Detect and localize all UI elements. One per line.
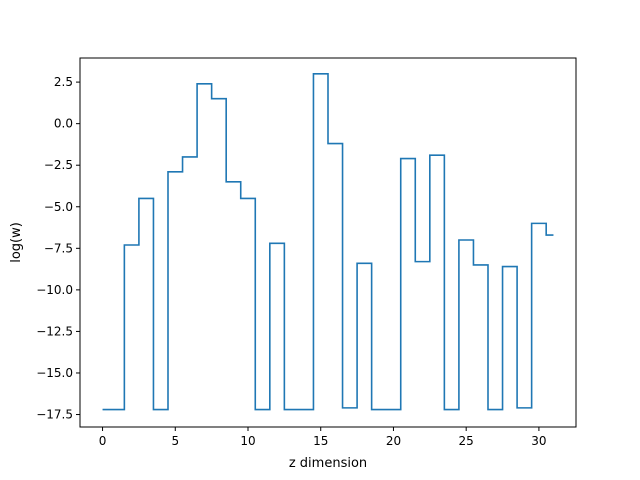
axes-frame [79, 57, 577, 428]
series-line-0 [102, 72, 554, 411]
x-tick-label: 20 [386, 434, 401, 448]
x-axis-label: z dimension [289, 456, 367, 471]
y-tick-label: 2.5 [54, 75, 73, 89]
y-tick-label: −12.5 [36, 324, 73, 338]
y-tick-label: −10.0 [36, 283, 73, 297]
y-tick-label: −15.0 [36, 366, 73, 380]
x-tick-label: 30 [531, 434, 546, 448]
y-axis-label: log(w) [9, 222, 24, 263]
x-tick-label: 0 [99, 434, 107, 448]
x-axis: 0 5 10 15 20 25 30 [99, 427, 547, 448]
x-tick-label: 10 [240, 434, 255, 448]
x-tick-label: 15 [313, 434, 328, 448]
x-tick-label: 5 [171, 434, 179, 448]
x-tick-label: 25 [459, 434, 474, 448]
y-tick-label: 0.0 [54, 117, 73, 131]
y-tick-label: −17.5 [36, 408, 73, 422]
y-tick-label: −7.5 [44, 241, 73, 255]
y-tick-label: −5.0 [44, 200, 73, 214]
plot-area [102, 72, 554, 411]
y-tick-label: −2.5 [44, 158, 73, 172]
y-axis: −17.5 −15.0 −12.5 −10.0 −7.5 −5.0 −2.5 0.0 2.5 [36, 75, 80, 422]
